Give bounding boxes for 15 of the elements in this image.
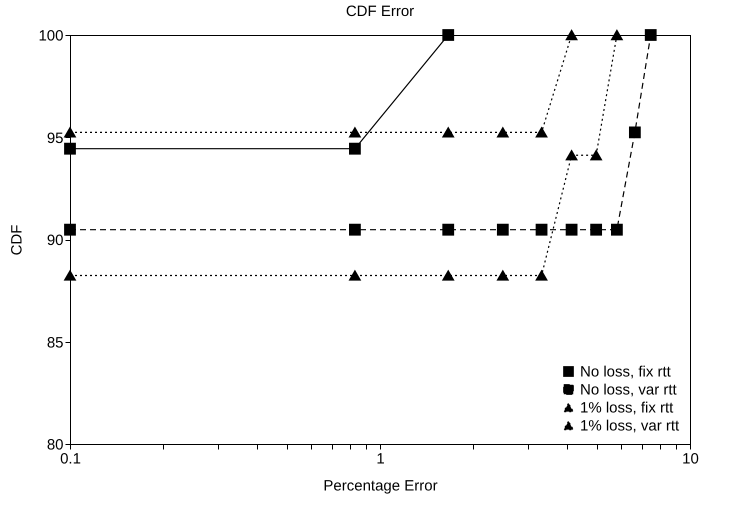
x-axis-title: Percentage Error (323, 478, 438, 494)
y-tick-label: 95 (46, 130, 64, 147)
y-axis-title: CDF (8, 224, 26, 256)
legend-label: No loss, fix rtt (580, 364, 672, 380)
x-tick-label: 1 (376, 450, 385, 468)
x-tick-label: 10 (682, 450, 699, 468)
y-tick-label: 80 (46, 436, 64, 454)
x-tick-label: 0.1 (60, 450, 81, 468)
y-tick-label: 100 (38, 28, 64, 44)
legend-label: 1% loss, fix rtt (580, 400, 674, 416)
legend-label: No loss, var rtt (580, 382, 678, 398)
y-tick-label: 90 (46, 232, 64, 249)
legend-label: 1% loss, var rtt (580, 418, 680, 434)
chart-title: CDF Error (346, 3, 414, 20)
y-tick-label: 85 (46, 334, 64, 352)
